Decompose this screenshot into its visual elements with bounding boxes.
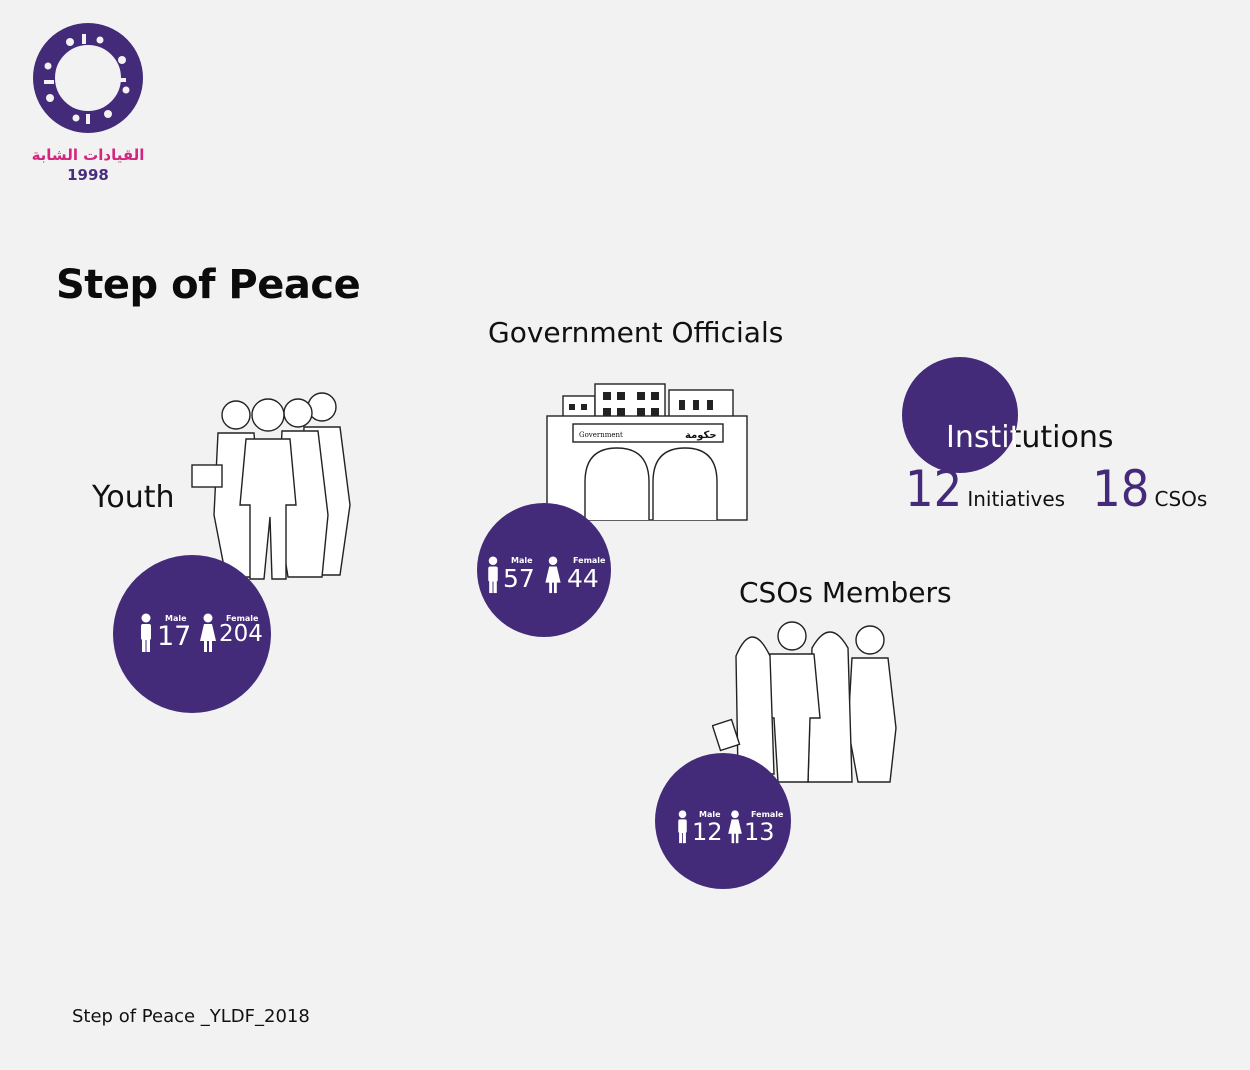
csos-female-tag: Female <box>751 810 784 819</box>
logo-year: 1998 <box>67 166 109 184</box>
youth-male-tag: Male <box>165 614 187 623</box>
female-icon <box>200 613 216 652</box>
logo-ring-icon <box>33 23 143 133</box>
youth-label: Youth <box>92 480 175 515</box>
csos-members-label: CSOs Members <box>739 576 952 609</box>
male-icon <box>141 613 151 652</box>
csos-female-value: 13 <box>744 818 775 846</box>
male-icon <box>678 810 687 844</box>
csos-members-stat-circle: Male 12 Female 13 <box>655 753 791 889</box>
government-male-value: 57 <box>503 564 535 593</box>
government-label: Government Officials <box>488 316 784 349</box>
institutions-circle <box>902 357 1018 473</box>
youth-stat-circle: Male 17 Female 204 <box>113 555 271 713</box>
government-building-illustration: Government حكومة <box>546 383 748 521</box>
youth-male-value: 17 <box>157 621 192 652</box>
government-male-tag: Male <box>511 556 533 565</box>
institutions-label: Institutions <box>946 420 1113 455</box>
youth-female-tag: Female <box>226 614 259 623</box>
csos-label: CSOs <box>1154 487 1208 511</box>
csos-male-value: 12 <box>692 818 723 846</box>
female-icon <box>728 810 742 844</box>
male-icon <box>488 556 498 594</box>
csos-male-tag: Male <box>699 810 721 819</box>
logo-arabic-text: القيادات الشابة <box>31 146 145 164</box>
footer-caption: Step of Peace _YLDF_2018 <box>72 1006 310 1027</box>
csos-value: 18 <box>1092 460 1150 518</box>
building-sign-ar: حكومة <box>685 430 717 441</box>
female-icon <box>545 556 561 594</box>
csos-members-illustration <box>712 621 897 783</box>
building-sign-en: Government <box>579 431 623 439</box>
initiatives-label: Initiatives <box>967 487 1066 511</box>
government-female-value: 44 <box>567 564 599 593</box>
youth-female-value: 204 <box>219 621 263 647</box>
initiatives-value: 12 <box>905 460 963 518</box>
youth-group-illustration <box>191 392 351 580</box>
page-title: Step of Peace <box>56 262 361 308</box>
government-female-tag: Female <box>573 556 606 565</box>
institutions-stats: 12 Initiatives 18 CSOs <box>905 460 1207 518</box>
government-stat-circle: Male 57 Female 44 <box>477 503 611 637</box>
institutions-label-text: Institutions <box>946 420 1114 455</box>
